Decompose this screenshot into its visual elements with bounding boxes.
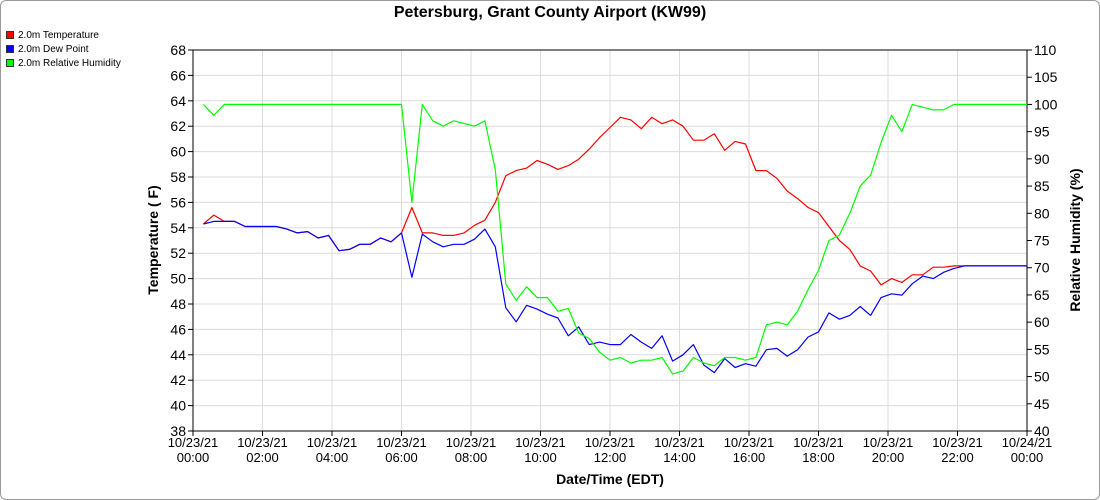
x-tick-time: 14:00 bbox=[663, 450, 696, 465]
x-tick-time: 22:00 bbox=[941, 450, 974, 465]
y2-tick-label: 105 bbox=[1034, 69, 1058, 85]
x-axis-label: Date/Time (EDT) bbox=[556, 471, 664, 487]
legend: 2.0m Temperature 2.0m Dew Point 2.0m Rel… bbox=[6, 28, 121, 70]
x-tick-time: 16:00 bbox=[733, 450, 766, 465]
y2-tick-label: 45 bbox=[1034, 396, 1050, 412]
x-tick-time: 00:00 bbox=[1011, 450, 1044, 465]
series-line-2-0m-relative-humidity bbox=[202, 103, 1027, 375]
series-line-2-0m-temperature bbox=[203, 116, 1027, 286]
x-tick-date: 10/23/21 bbox=[863, 435, 914, 450]
y-tick-label: 64 bbox=[170, 93, 186, 109]
y2-tick-label: 75 bbox=[1034, 233, 1050, 249]
x-tick-time: 12:00 bbox=[594, 450, 627, 465]
y-tick-label: 62 bbox=[170, 118, 186, 134]
x-tick-time: 00:00 bbox=[177, 450, 210, 465]
y2-tick-label: 65 bbox=[1034, 287, 1050, 303]
legend-item-temperature: 2.0m Temperature bbox=[6, 28, 121, 42]
y2-tick-label: 85 bbox=[1034, 178, 1050, 194]
x-tick-date: 10/23/21 bbox=[307, 435, 358, 450]
chart-title: Petersburg, Grant County Airport (KW99) bbox=[393, 4, 707, 21]
legend-label-temperature: 2.0m Temperature bbox=[18, 29, 99, 41]
y-tick-label: 68 bbox=[170, 42, 186, 58]
legend-label-relative-humidity: 2.0m Relative Humidity bbox=[18, 57, 121, 69]
x-tick-time: 06:00 bbox=[385, 450, 418, 465]
grid bbox=[192, 49, 1028, 432]
y2-tick-label: 40 bbox=[1034, 423, 1050, 439]
y2-tick-label: 95 bbox=[1034, 124, 1050, 140]
y-tick-label: 60 bbox=[170, 144, 186, 160]
y-tick-label: 40 bbox=[170, 398, 186, 414]
y-tick-label: 50 bbox=[170, 271, 186, 287]
y-tick-label: 48 bbox=[170, 296, 186, 312]
y-axis-label: Temperature ( F) bbox=[145, 185, 161, 294]
y2-tick-label: 70 bbox=[1034, 260, 1050, 276]
y2-tick-label: 110 bbox=[1034, 42, 1057, 58]
y2-tick-label: 60 bbox=[1034, 314, 1050, 330]
x-tick-date: 10/23/21 bbox=[376, 435, 427, 450]
y-tick-label: 56 bbox=[170, 194, 186, 210]
legend-item-relative-humidity: 2.0m Relative Humidity bbox=[6, 56, 121, 70]
series-line-2-0m-dew-point bbox=[203, 220, 1027, 374]
y-tick-label: 58 bbox=[170, 169, 186, 185]
y-tick-label: 38 bbox=[170, 423, 186, 439]
x-tick-date: 10/24/21 bbox=[1002, 435, 1053, 450]
y-tick-label: 54 bbox=[170, 220, 186, 236]
y-tick-label: 52 bbox=[170, 245, 186, 261]
series bbox=[202, 103, 1027, 375]
y2-axis-label: Relative Humidity (%) bbox=[1067, 168, 1083, 311]
legend-item-dew-point: 2.0m Dew Point bbox=[6, 42, 121, 56]
legend-swatch-relative-humidity bbox=[6, 59, 14, 67]
x-tick-time: 02:00 bbox=[246, 450, 279, 465]
y2-tick-label: 100 bbox=[1034, 96, 1058, 112]
x-tick-time: 18:00 bbox=[802, 450, 835, 465]
x-tick-date: 10/23/21 bbox=[724, 435, 775, 450]
x-tick-date: 10/23/21 bbox=[446, 435, 497, 450]
x-tick-time: 20:00 bbox=[872, 450, 905, 465]
y2-tick-label: 50 bbox=[1034, 369, 1050, 385]
x-tick-date: 10/23/21 bbox=[585, 435, 636, 450]
x-tick-date: 10/23/21 bbox=[932, 435, 983, 450]
y-tick-label: 66 bbox=[170, 67, 186, 83]
x-tick-date: 10/23/21 bbox=[515, 435, 566, 450]
y-tick-label: 44 bbox=[170, 347, 186, 363]
y-tick-label: 42 bbox=[170, 372, 186, 388]
y2-tick-label: 90 bbox=[1034, 151, 1050, 167]
x-tick-time: 10:00 bbox=[524, 450, 557, 465]
x-tick-date: 10/23/21 bbox=[168, 435, 219, 450]
x-tick-date: 10/23/21 bbox=[237, 435, 288, 450]
legend-label-dew-point: 2.0m Dew Point bbox=[18, 43, 89, 55]
x-tick-time: 04:00 bbox=[316, 450, 349, 465]
axes: 38 40 42 44 46 48 50 52 54 56 58 60 62 64 66 68 40 45 50 55… bbox=[168, 42, 1058, 465]
y-tick-label: 46 bbox=[170, 321, 186, 337]
x-tick-date: 10/23/21 bbox=[654, 435, 705, 450]
y2-tick-label: 55 bbox=[1034, 341, 1050, 357]
x-tick-time: 08:00 bbox=[455, 450, 488, 465]
x-tick-date: 10/23/21 bbox=[793, 435, 844, 450]
legend-swatch-temperature bbox=[6, 31, 14, 39]
legend-swatch-dew-point bbox=[6, 45, 14, 53]
y2-tick-label: 80 bbox=[1034, 205, 1050, 221]
